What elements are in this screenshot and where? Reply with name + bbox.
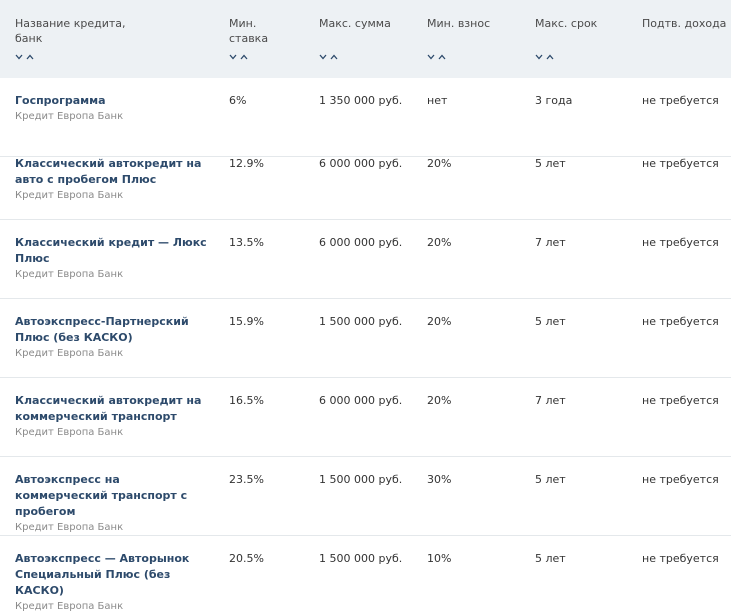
bank-name: Кредит Европа Банк [15, 269, 124, 280]
column-header-label: Мин. ставка [229, 17, 269, 45]
loan-name[interactable]: Автоэкспресс — Авторынок Специальный Плю… [15, 551, 210, 615]
sort-down-icon[interactable] [319, 54, 327, 60]
max-sum: 1 500 000 руб. [319, 315, 403, 328]
loan-name-link[interactable]: Классический кредит — Люкс Плюс [15, 236, 207, 265]
min-rate: 12.9% [229, 157, 264, 170]
min-rate: 6% [229, 94, 247, 107]
loan-name-link[interactable]: Автоэкспресс на коммерческий транспорт с… [15, 473, 188, 518]
column-header-label: Мин. взнос [427, 17, 491, 30]
income-proof: не требуется [642, 315, 719, 328]
min-fee: 30% [427, 473, 452, 486]
column-header-min-fee: Мин. взнос [427, 16, 490, 31]
min-fee: нет [427, 94, 448, 107]
sort-controls-min-fee [427, 50, 446, 64]
table-row[interactable]: Автоэкспресс — Авторынок Специальный Плю… [0, 536, 731, 615]
loan-name-link[interactable]: Госпрограмма [15, 94, 106, 107]
max-term: 5 лет [535, 157, 566, 170]
max-sum: 6 000 000 руб. [319, 394, 403, 407]
max-sum: 6 000 000 руб. [319, 157, 403, 170]
loan-name[interactable]: Классический автокредит на коммерческий … [15, 393, 210, 441]
sort-controls-max-term [535, 50, 554, 64]
sort-up-icon[interactable] [330, 54, 338, 60]
loan-name-link[interactable]: Автоэкспресс-Партнерский Плюс (без КАСКО… [15, 315, 189, 344]
sort-up-icon[interactable] [546, 54, 554, 60]
column-header-label: Макс. срок [535, 17, 598, 30]
max-sum: 1 350 000 руб. [319, 94, 403, 107]
min-rate: 15.9% [229, 315, 264, 328]
column-header-label: Макс. сумма [319, 17, 391, 30]
max-sum: 1 500 000 руб. [319, 473, 403, 486]
income-proof: не требуется [642, 473, 719, 486]
column-header-max-sum: Макс. сумма [319, 16, 391, 31]
sort-controls-name [15, 50, 34, 64]
table-header: Название кредита, банк Мин. ставка Макс.… [0, 0, 731, 78]
min-fee: 20% [427, 394, 452, 407]
min-fee: 20% [427, 236, 452, 249]
max-term: 5 лет [535, 552, 566, 565]
max-term: 3 года [535, 94, 573, 107]
loan-name-link[interactable]: Классический автокредит на коммерческий … [15, 394, 202, 423]
bank-name: Кредит Европа Банк [15, 522, 124, 533]
loan-name[interactable]: Автоэкспресс-Партнерский Плюс (без КАСКО… [15, 314, 210, 362]
sort-down-icon[interactable] [427, 54, 435, 60]
table-row[interactable]: Классический автокредит на коммерческий … [0, 378, 731, 457]
column-header-name: Название кредита, банк [15, 16, 125, 46]
table-row[interactable]: Классический кредит — Люкс Плюс Кредит Е… [0, 220, 731, 299]
bank-name: Кредит Европа Банк [15, 427, 124, 438]
min-rate: 20.5% [229, 552, 264, 565]
table-row[interactable]: Автоэкспресс-Партнерский Плюс (без КАСКО… [0, 299, 731, 378]
column-header-label: Название кредита, банк [15, 17, 126, 45]
table-row[interactable]: Госпрограмма Кредит Европа Банк 6% 1 350… [0, 78, 731, 157]
column-header-label: Подтв. дохода [642, 17, 727, 30]
loan-name[interactable]: Классический кредит — Люкс Плюс Кредит Е… [15, 235, 210, 283]
loan-name[interactable]: Госпрограмма Кредит Европа Банк [15, 93, 210, 125]
min-fee: 20% [427, 157, 452, 170]
sort-up-icon[interactable] [438, 54, 446, 60]
sort-up-icon[interactable] [26, 54, 34, 60]
max-term: 7 лет [535, 394, 566, 407]
min-rate: 16.5% [229, 394, 264, 407]
income-proof: не требуется [642, 552, 719, 565]
income-proof: не требуется [642, 94, 719, 107]
max-term: 5 лет [535, 473, 566, 486]
max-term: 7 лет [535, 236, 566, 249]
max-sum: 1 500 000 руб. [319, 552, 403, 565]
income-proof: не требуется [642, 394, 719, 407]
loan-name-link[interactable]: Автоэкспресс — Авторынок Специальный Плю… [15, 552, 190, 597]
loan-name[interactable]: Автоэкспресс на коммерческий транспорт с… [15, 472, 210, 536]
column-header-max-term: Макс. срок [535, 16, 597, 31]
table-row[interactable]: Классический автокредит на авто с пробег… [0, 141, 731, 220]
max-term: 5 лет [535, 315, 566, 328]
loan-name[interactable]: Классический автокредит на авто с пробег… [15, 156, 210, 204]
min-fee: 10% [427, 552, 452, 565]
table-row[interactable]: Автоэкспресс на коммерческий транспорт с… [0, 457, 731, 536]
min-fee: 20% [427, 315, 452, 328]
bank-name: Кредит Европа Банк [15, 190, 124, 201]
income-proof: не требуется [642, 157, 719, 170]
loan-name-link[interactable]: Классический автокредит на авто с пробег… [15, 157, 202, 186]
bank-name: Кредит Европа Банк [15, 111, 124, 122]
min-rate: 13.5% [229, 236, 264, 249]
bank-name: Кредит Европа Банк [15, 601, 124, 612]
sort-down-icon[interactable] [535, 54, 543, 60]
sort-down-icon[interactable] [15, 54, 23, 60]
sort-up-icon[interactable] [240, 54, 248, 60]
column-header-rate: Мин. ставка [229, 16, 268, 46]
sort-down-icon[interactable] [229, 54, 237, 60]
min-rate: 23.5% [229, 473, 264, 486]
sort-controls-rate [229, 50, 248, 64]
income-proof: не требуется [642, 236, 719, 249]
column-header-income: Подтв. дохода [642, 16, 726, 31]
sort-controls-max-sum [319, 50, 338, 64]
bank-name: Кредит Европа Банк [15, 348, 124, 359]
max-sum: 6 000 000 руб. [319, 236, 403, 249]
